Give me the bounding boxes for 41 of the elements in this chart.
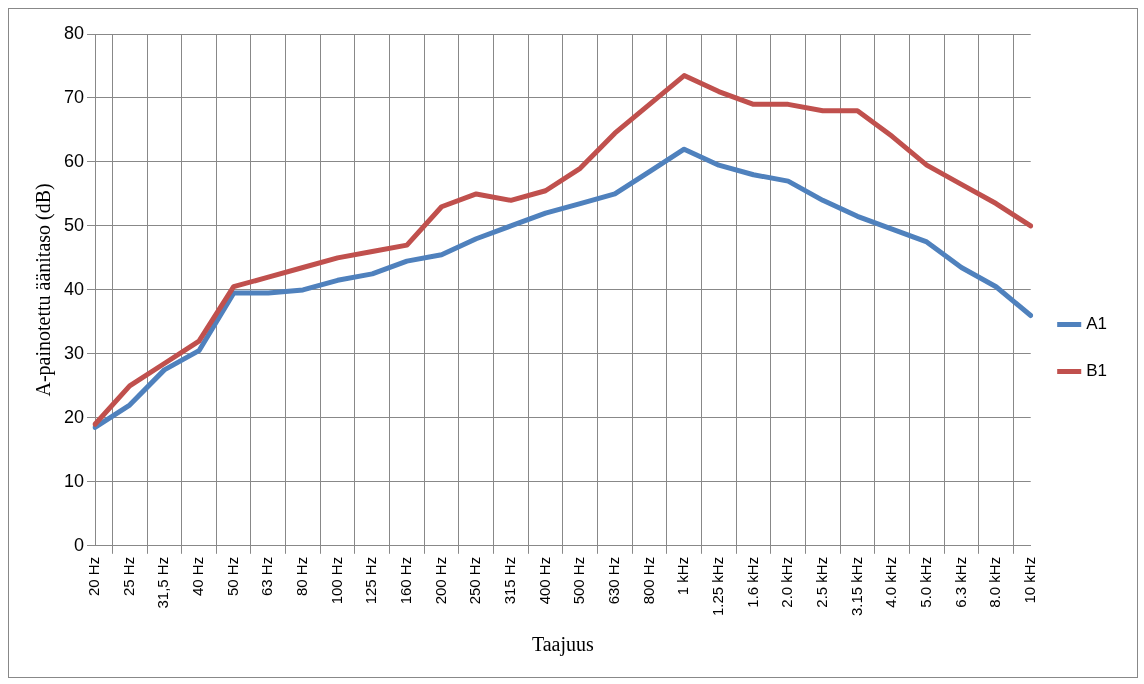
x-tick-label: 3.15 kHz: [847, 556, 865, 617]
x-tick-label: 315 Hz: [501, 556, 519, 605]
x-tick-label: 630 Hz: [604, 556, 622, 605]
y-tick-label: 0: [74, 534, 85, 555]
x-tick-label: 4.0 kHz: [882, 556, 900, 608]
x-tick-label: 125 Hz: [362, 556, 380, 605]
x-tick-label: 50 Hz: [223, 556, 241, 596]
x-tick-label: 63 Hz: [258, 556, 276, 596]
legend-label: A1: [1086, 314, 1107, 334]
x-tick-label: 31,5 Hz: [154, 556, 172, 609]
x-tick-label: 40 Hz: [189, 556, 207, 596]
x-tick-label: 8.0 kHz: [986, 556, 1004, 608]
x-tick-label: 2.5 kHz: [812, 556, 830, 608]
x-tick-label: 500 Hz: [570, 556, 588, 605]
y-tick-label: 70: [63, 86, 85, 107]
x-tick-label: 80 Hz: [293, 556, 311, 596]
y-tick-label: 50: [63, 214, 85, 235]
x-tick-label: 10 kHz: [1020, 556, 1038, 604]
y-tick-label: 10: [63, 470, 85, 491]
x-tick-label: 1.25 kHz: [708, 556, 726, 617]
x-tick-label: 25 Hz: [119, 556, 137, 596]
x-tick-label: 2.0 kHz: [778, 556, 796, 608]
x-tick-label: 250 Hz: [466, 556, 484, 605]
y-tick-label: 80: [63, 22, 85, 43]
x-tick-label: 20 Hz: [85, 556, 103, 596]
x-tick-label: 6.3 kHz: [951, 556, 969, 608]
x-tick-label: 1 kHz: [674, 556, 692, 596]
y-axis-title: A-painotettu äänitaso (dB): [32, 183, 56, 397]
x-tick-label: 400 Hz: [535, 556, 553, 605]
x-tick-label: 160 Hz: [397, 556, 415, 605]
x-tick-label: 100 Hz: [327, 556, 345, 605]
y-tick-label: 20: [63, 406, 85, 427]
x-tick-label: 200 Hz: [431, 556, 449, 605]
legend-label: B1: [1086, 361, 1107, 381]
x-tick-label: 5.0 kHz: [916, 556, 934, 608]
y-tick-label: 60: [63, 150, 85, 171]
x-axis-title: Taajuus: [531, 633, 595, 657]
x-tick-label: 800 Hz: [639, 556, 657, 605]
y-tick-label: 40: [63, 278, 85, 299]
x-tick-label: 1.6 kHz: [743, 556, 761, 608]
y-tick-label: 30: [63, 342, 85, 363]
